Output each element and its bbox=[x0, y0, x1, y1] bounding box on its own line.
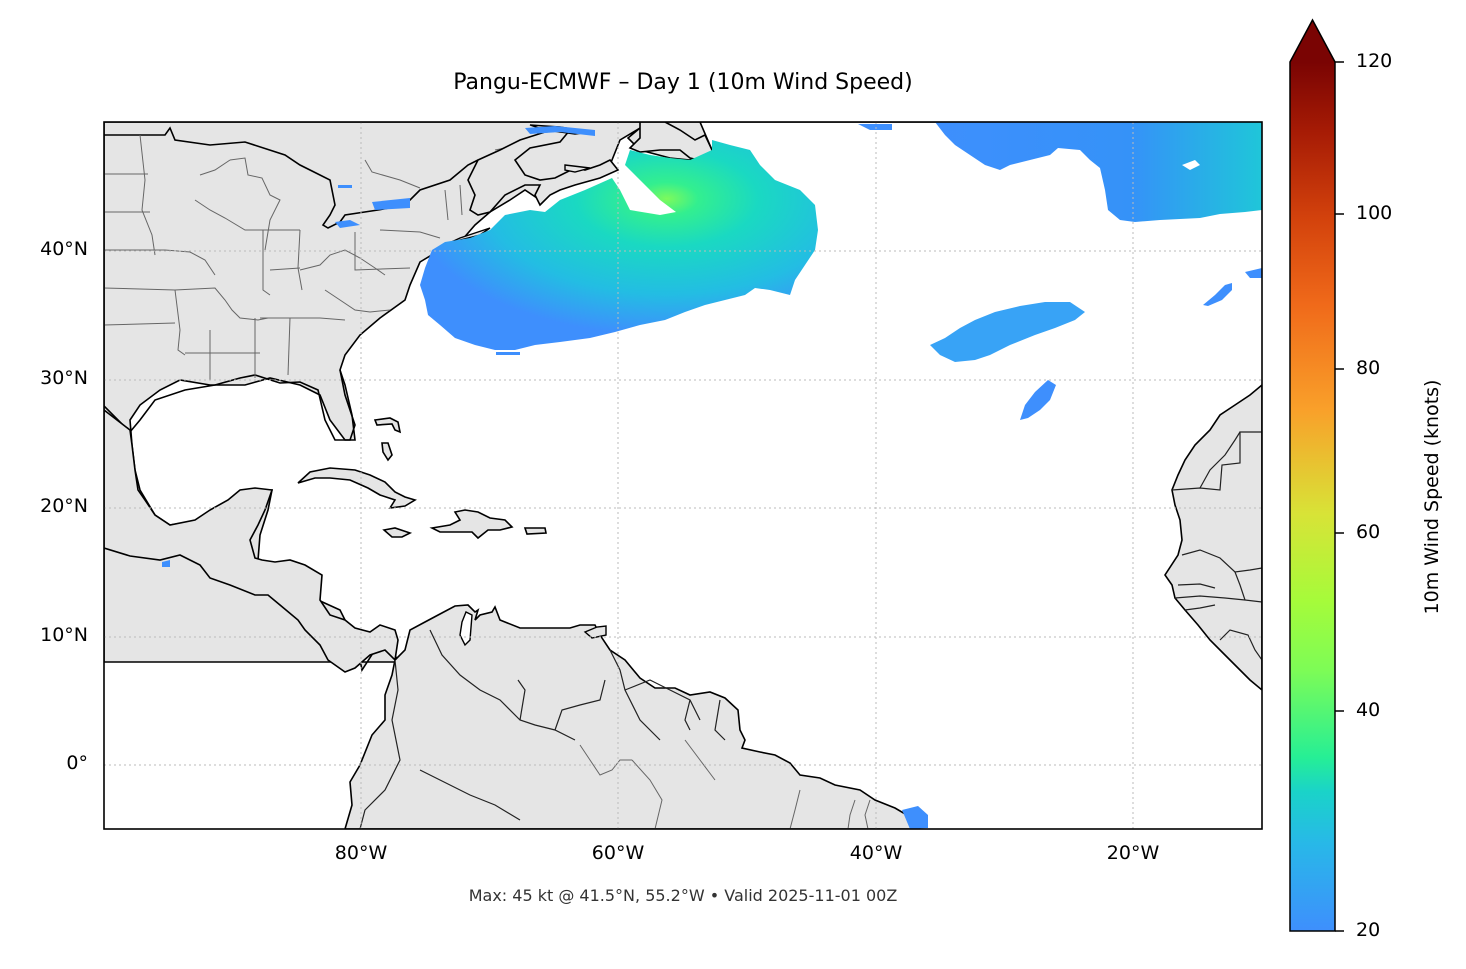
bahamas-1 bbox=[373, 417, 402, 434]
south-america-land bbox=[344, 604, 921, 829]
wind-field-nw-atlantic bbox=[420, 140, 818, 350]
puerto-rico bbox=[523, 527, 547, 535]
lat-label-30n: 30°N bbox=[40, 367, 88, 389]
colorbar-tick-20: 20 bbox=[1356, 919, 1381, 941]
colorbar-label: 10m Wind Speed (knots) bbox=[1421, 379, 1443, 615]
hispaniola bbox=[429, 509, 514, 540]
cuba bbox=[297, 467, 417, 510]
lat-label-40n: 40°N bbox=[40, 238, 88, 260]
lat-label-0: 0° bbox=[66, 752, 88, 774]
colorbar bbox=[1289, 18, 1344, 932]
colorbar-tick-80: 80 bbox=[1356, 357, 1381, 379]
lon-label-20w: 20°W bbox=[1106, 842, 1160, 864]
lon-label-40w: 40°W bbox=[849, 842, 903, 864]
africa-land bbox=[1164, 383, 1262, 692]
max-valid-footer: Max: 45 kt @ 41.5°N, 55.2°W • Valid 2025… bbox=[468, 886, 898, 905]
bahamas-2 bbox=[381, 442, 393, 462]
lon-label-60w: 60°W bbox=[591, 842, 645, 864]
wind-patch-small bbox=[1020, 380, 1056, 420]
jamaica bbox=[382, 527, 413, 538]
map-frame bbox=[103, 121, 1263, 830]
colorbar-tick-60: 60 bbox=[1356, 521, 1381, 543]
colorbar-tick-100: 100 bbox=[1356, 202, 1393, 224]
lat-label-10n: 10°N bbox=[40, 624, 88, 646]
colorbar-tick-40: 40 bbox=[1356, 699, 1381, 721]
wind-streak-central-atlantic bbox=[930, 302, 1085, 362]
colorbar-tick-120: 120 bbox=[1356, 50, 1393, 72]
lat-label-20n: 20°N bbox=[40, 495, 88, 517]
lon-label-80w: 80°W bbox=[334, 842, 388, 864]
page-title: Pangu-ECMWF – Day 1 (10m Wind Speed) bbox=[453, 70, 913, 95]
wind-field-ne-atlantic bbox=[935, 122, 1262, 222]
